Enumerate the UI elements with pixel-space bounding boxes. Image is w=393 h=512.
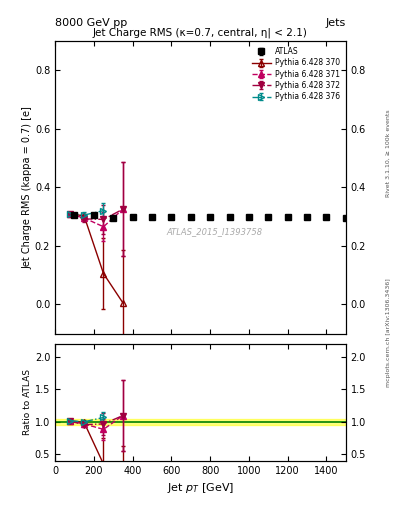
Bar [55, 418, 346, 425]
Text: mcplots.cern.ch [arXiv:1306.3436]: mcplots.cern.ch [arXiv:1306.3436] [386, 279, 391, 387]
Text: ATLAS_2015_I1393758: ATLAS_2015_I1393758 [167, 227, 263, 236]
Text: Rivet 3.1.10, ≥ 100k events: Rivet 3.1.10, ≥ 100k events [386, 110, 391, 198]
X-axis label: Jet $p_{T}$ [GeV]: Jet $p_{T}$ [GeV] [167, 481, 234, 495]
Legend: ATLAS, Pythia 6.428 370, Pythia 6.428 371, Pythia 6.428 372, Pythia 6.428 376: ATLAS, Pythia 6.428 370, Pythia 6.428 37… [250, 45, 342, 103]
Text: 8000 GeV pp: 8000 GeV pp [55, 18, 127, 28]
Y-axis label: Jet Charge RMS (kappa = 0.7) [e]: Jet Charge RMS (kappa = 0.7) [e] [22, 106, 32, 269]
Text: Jets: Jets [325, 18, 346, 28]
Title: Jet Charge RMS (κ=0.7, central, η| < 2.1): Jet Charge RMS (κ=0.7, central, η| < 2.1… [93, 28, 308, 38]
Y-axis label: Ratio to ATLAS: Ratio to ATLAS [23, 369, 32, 435]
